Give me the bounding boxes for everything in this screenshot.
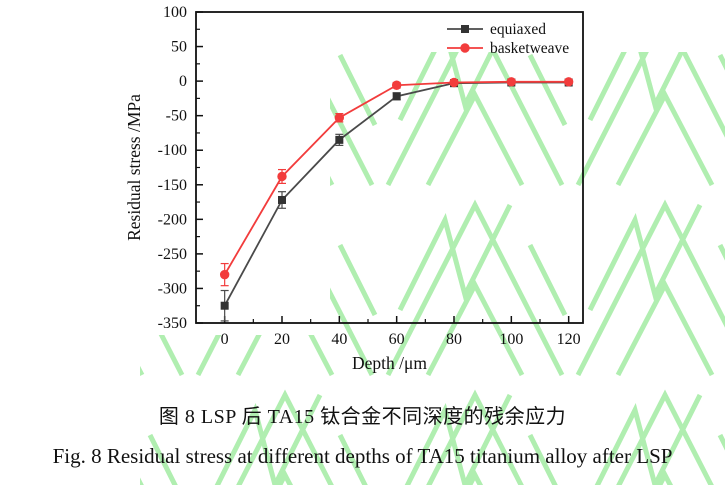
x-tick-label: 20 xyxy=(274,331,290,348)
y-tick-label: -350 xyxy=(158,315,187,332)
series-marker-circle xyxy=(506,77,517,87)
y-tick-label: -150 xyxy=(158,177,187,194)
series-line-equiaxed xyxy=(223,81,569,307)
series-line-basketweave xyxy=(223,80,569,276)
series-marker-square xyxy=(278,195,286,204)
y-tick-label: -300 xyxy=(158,280,187,297)
legend-label-basketweave: basketweave xyxy=(490,40,569,57)
series-marker-circle xyxy=(277,171,287,182)
y-axis-label: Residual stress /MPa xyxy=(124,94,144,241)
series-marker-circle xyxy=(449,77,459,88)
series-marker-circle xyxy=(460,43,470,53)
series-marker-square xyxy=(392,92,401,101)
y-tick-label: -200 xyxy=(158,211,187,228)
caption-chinese: 图 8 LSP 后 TA15 钛合金不同深度的残余应力 xyxy=(158,406,567,428)
plot-frame xyxy=(195,11,584,324)
y-tick-label: -50 xyxy=(166,108,187,125)
series-marker-square xyxy=(461,25,469,33)
y-tick-label: -250 xyxy=(158,246,187,263)
x-tick-label: 40 xyxy=(331,331,347,348)
caption-english: Fig. 8 Residual stress at different dept… xyxy=(52,444,673,468)
x-tick-label: 60 xyxy=(389,331,405,348)
series-marker-square xyxy=(335,135,344,144)
x-axis-label: Depth /μm xyxy=(352,353,427,373)
y-tick-label: -100 xyxy=(158,142,187,159)
y-tick-label: 0 xyxy=(179,73,187,90)
series-marker-circle xyxy=(391,80,402,90)
series-marker-circle xyxy=(563,77,574,87)
series-marker-square xyxy=(220,301,229,310)
residual-stress-chart: 0 20 40 60 80 100 120 100 50 0 -50 -100 -150 -200 -250… xyxy=(124,4,584,373)
x-tick-label: 80 xyxy=(446,331,462,348)
y-tick-label: 100 xyxy=(163,4,187,21)
legend-label-equiaxed: equiaxed xyxy=(490,21,546,38)
x-tick-label: 0 xyxy=(221,331,229,348)
y-tick-label: 50 xyxy=(171,39,187,56)
series-marker-circle xyxy=(219,269,230,280)
series-marker-circle xyxy=(334,113,345,123)
x-tick-label: 100 xyxy=(499,331,523,348)
x-tick-label: 120 xyxy=(557,331,581,348)
